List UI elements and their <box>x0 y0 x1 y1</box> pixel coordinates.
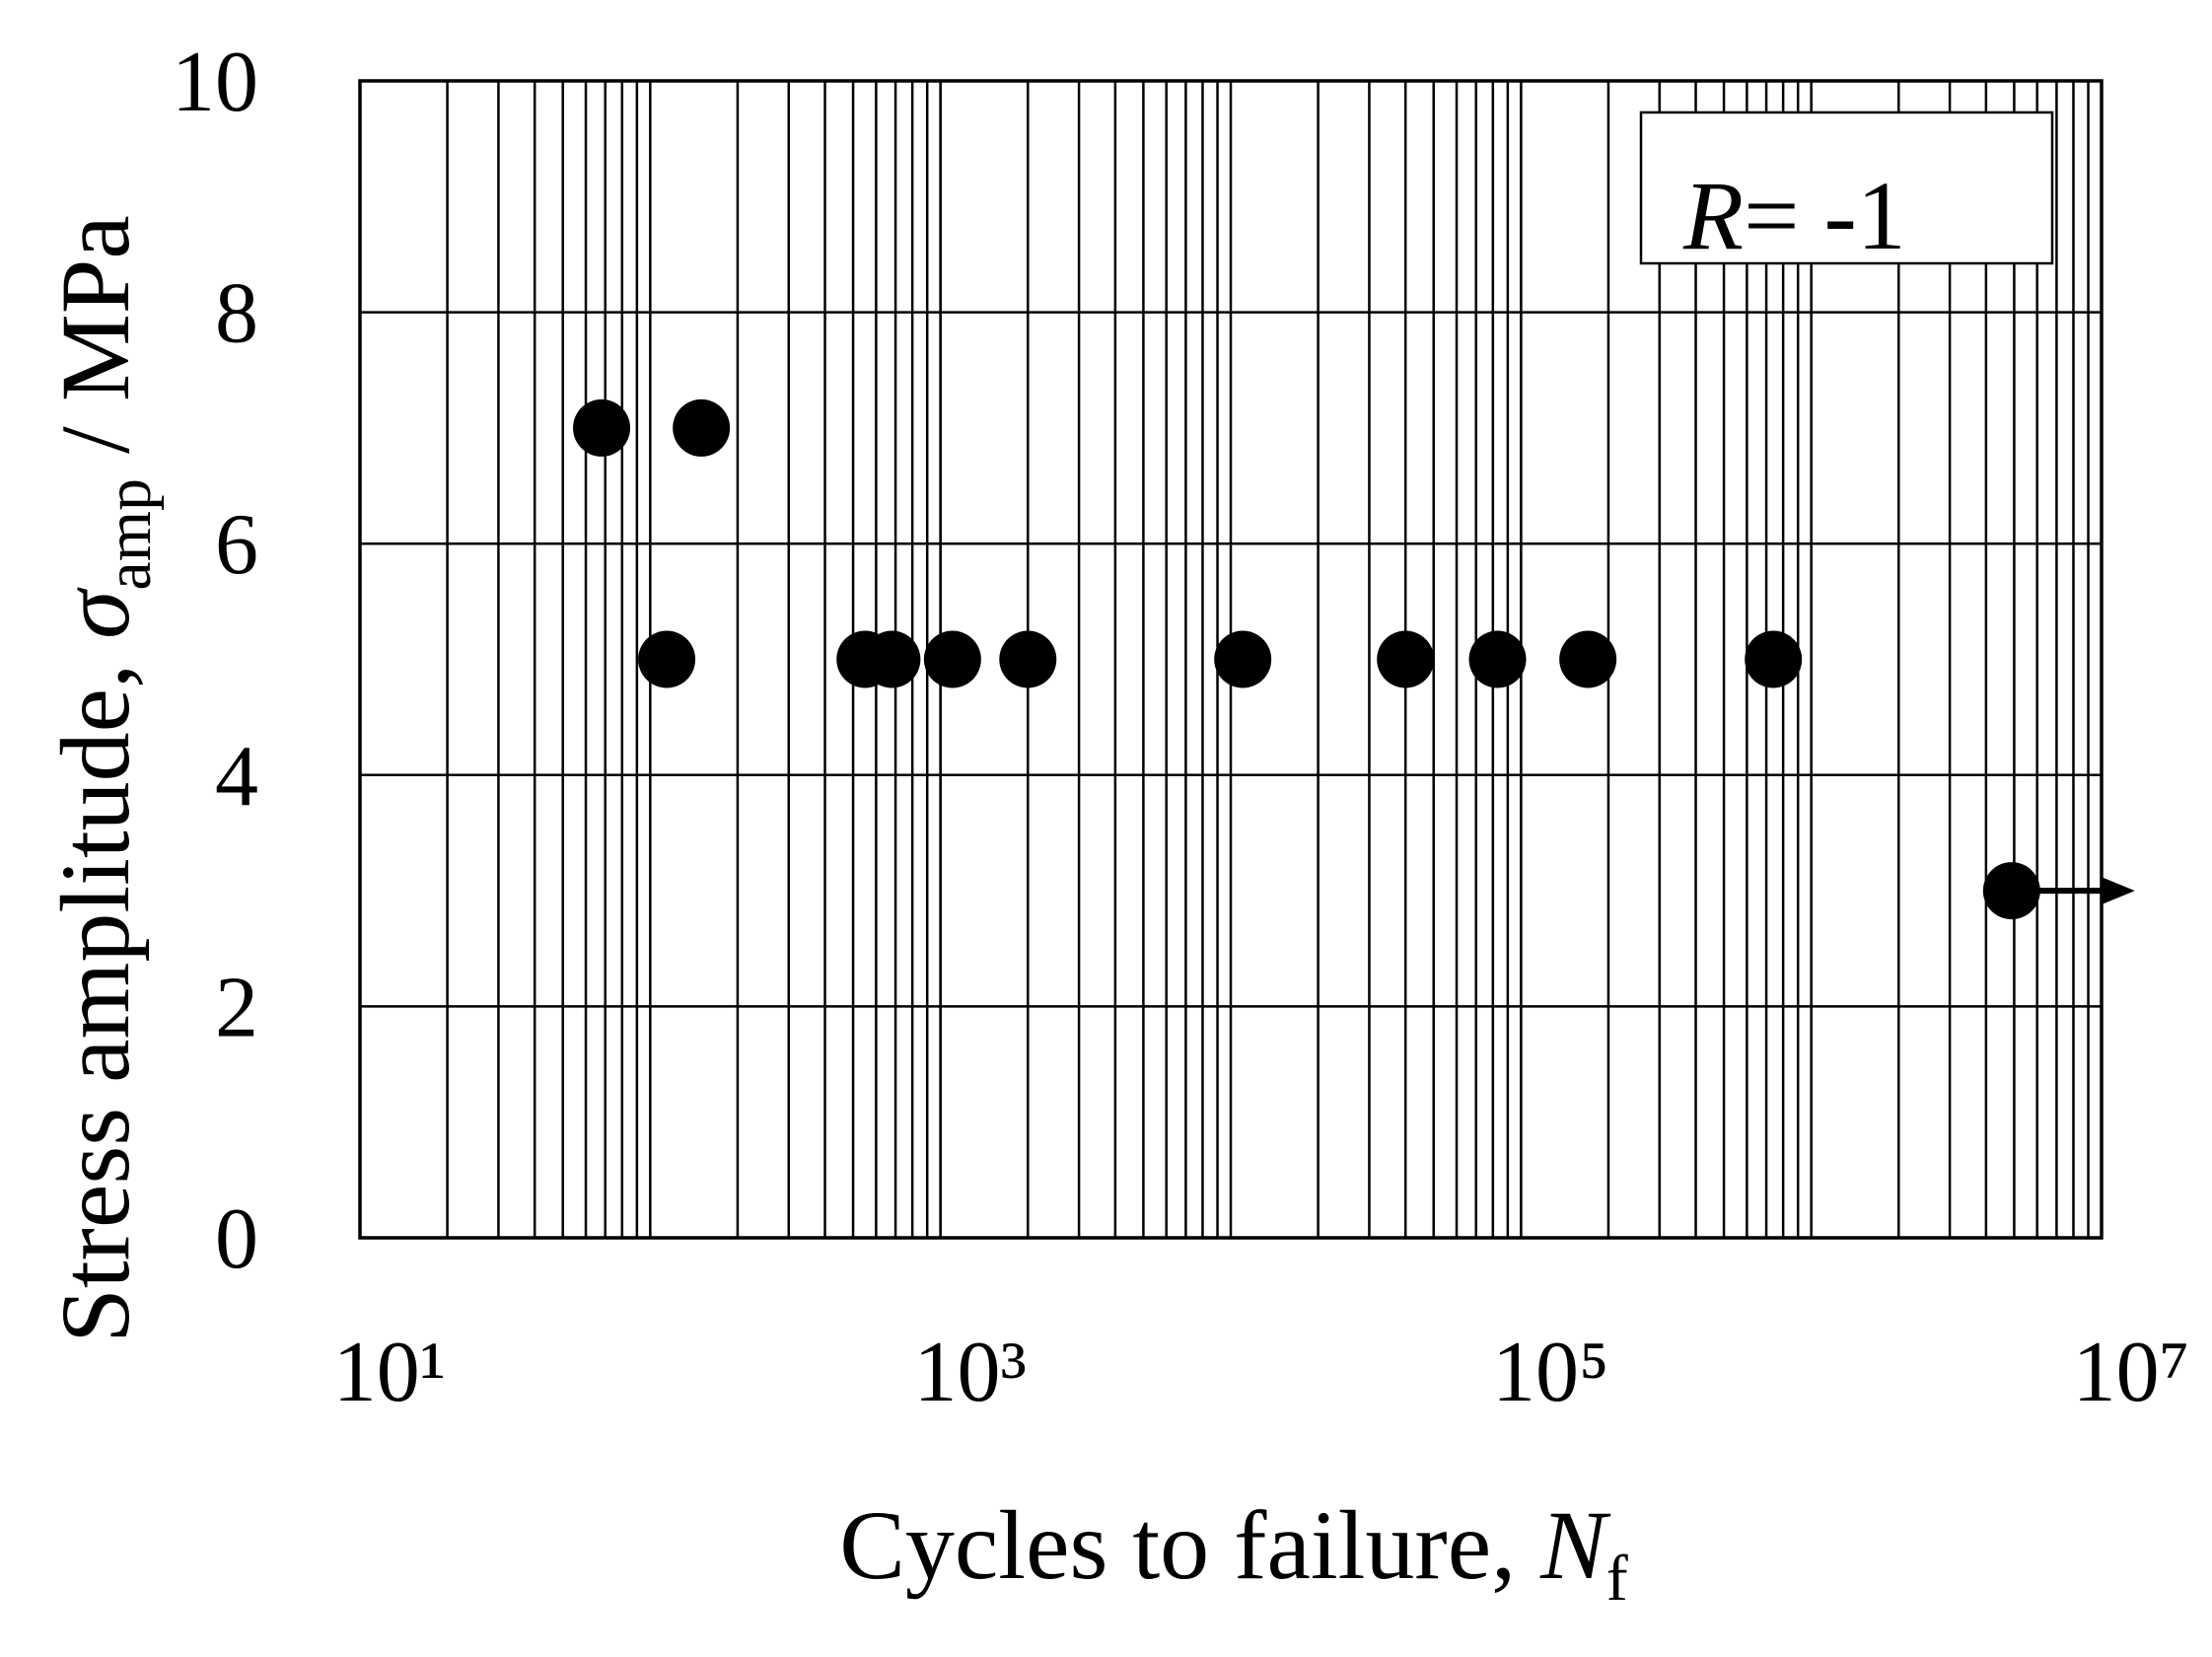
x-tick-label: 10⁵ <box>1492 1325 1609 1420</box>
point <box>638 630 696 688</box>
x-label-subscript: f <box>1606 1543 1628 1615</box>
runout-arrowhead <box>2101 877 2135 905</box>
y-tick-label: 10 <box>172 35 258 130</box>
point <box>1468 630 1527 688</box>
x-label-text: Cycles to failure, <box>839 1490 1540 1600</box>
plot-frame <box>358 79 2104 1240</box>
point <box>673 398 731 457</box>
y-tick-label: 6 <box>215 497 258 593</box>
annotation-symbol: R <box>1682 161 1744 270</box>
y-label-subscript: amp <box>93 478 165 591</box>
x-label-symbol: N <box>1539 1490 1611 1600</box>
y-label-symbol: σ <box>40 587 150 639</box>
point <box>1982 862 2040 920</box>
y-tick-label: 2 <box>215 960 258 1055</box>
y-axis-label: Stress amplitude, σamp / MPa <box>40 215 165 1343</box>
y-label-text: Stress amplitude, <box>40 639 150 1343</box>
x-tick-label: 10³ <box>913 1325 1026 1420</box>
x-axis-label: Cycles to failure, Nf <box>839 1490 1628 1615</box>
point <box>999 630 1057 688</box>
point <box>573 398 631 457</box>
point <box>1377 630 1435 688</box>
x-tick-label: 10¹ <box>333 1325 446 1420</box>
annotation-text: = -1 <box>1744 161 1906 270</box>
point <box>923 630 981 688</box>
point <box>1559 630 1617 688</box>
y-tick-label: 8 <box>215 266 258 362</box>
point <box>1214 630 1272 688</box>
point <box>1745 630 1803 688</box>
annotation-box <box>1639 110 2054 265</box>
y-label-unit: / MPa <box>40 215 150 478</box>
y-tick-label: 4 <box>215 729 258 825</box>
y-tick-label: 0 <box>215 1191 258 1287</box>
annotation: R= -1 <box>1682 161 1906 270</box>
x-tick-label: 10⁷ <box>2073 1325 2190 1420</box>
point <box>863 630 921 688</box>
